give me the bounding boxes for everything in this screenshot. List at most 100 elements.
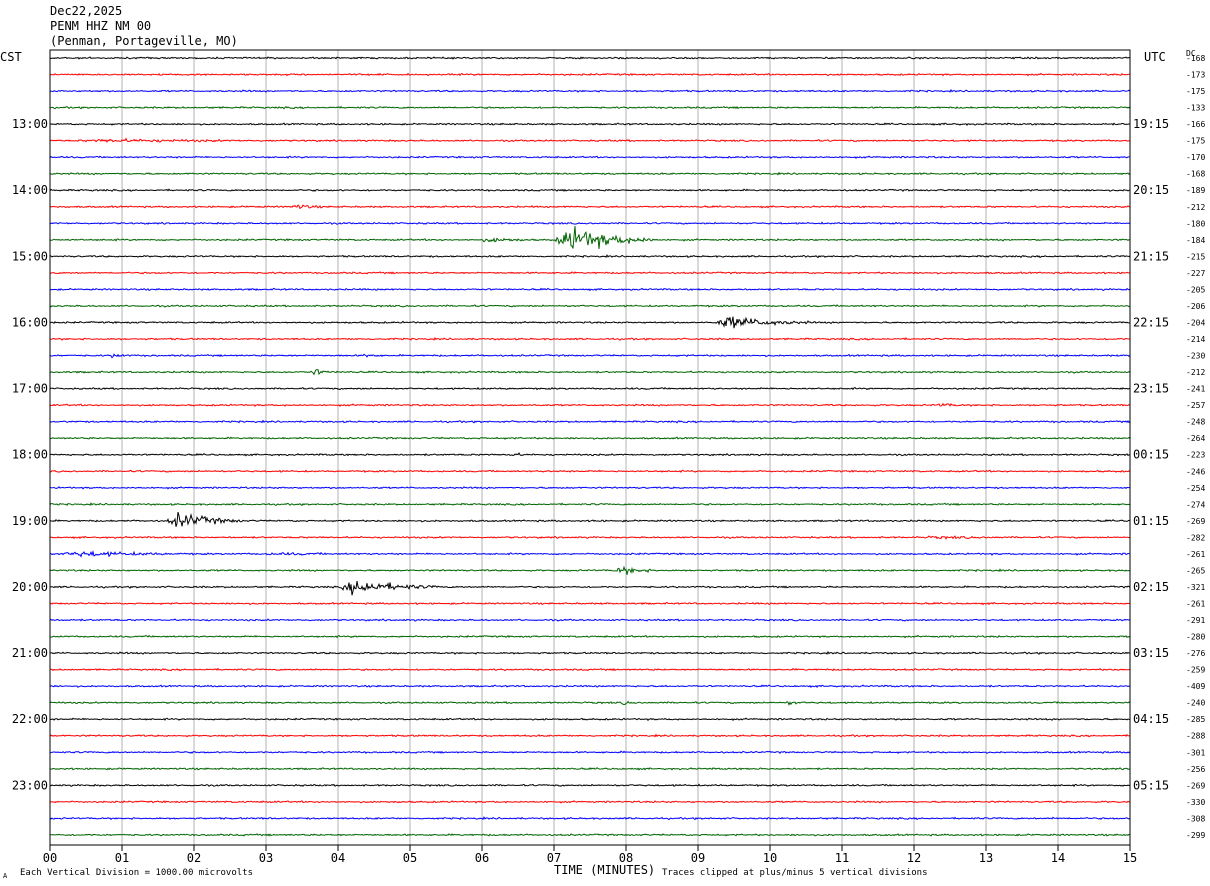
seismic-trace-18	[49, 336, 1131, 341]
seismic-trace-46	[49, 800, 1131, 804]
dc-offset-label: -288	[1186, 732, 1205, 741]
seismic-trace-27	[49, 486, 1131, 490]
seismic-trace-10	[49, 204, 1131, 210]
left-hour-label-16:00: 16:00	[12, 315, 48, 329]
dc-offset-label: -206	[1186, 302, 1205, 311]
left-hour-label-17:00: 17:00	[12, 382, 48, 396]
seismic-trace-28	[49, 502, 1130, 507]
seismic-trace-4	[49, 105, 1131, 110]
seismic-trace-43	[49, 750, 1131, 754]
dc-offset-label: -259	[1186, 666, 1205, 675]
seismic-trace-8	[49, 171, 1131, 176]
dc-offset-header: DC	[1186, 49, 1196, 58]
seismic-trace-11	[49, 221, 1131, 225]
seismic-traces	[49, 56, 1131, 837]
seismic-trace-42	[49, 733, 1131, 738]
dc-offset-label: -299	[1186, 831, 1205, 840]
x-tick-label-13: 13	[979, 851, 993, 865]
seismic-trace-5	[49, 122, 1131, 127]
seismic-trace-40	[49, 700, 1131, 706]
seismic-trace-29	[49, 511, 1131, 527]
left-hour-label-14:00: 14:00	[12, 183, 48, 197]
seismic-trace-19	[49, 353, 1131, 359]
x-tick-label-09: 09	[691, 851, 705, 865]
dc-offset-label: -230	[1186, 352, 1205, 361]
seismic-trace-39	[49, 684, 1131, 689]
right-hour-label-22:15: 22:15	[1133, 315, 1169, 329]
right-hour-label-20:15: 20:15	[1133, 183, 1169, 197]
seismic-trace-9	[49, 188, 1131, 193]
x-tick-label-07: 07	[547, 851, 561, 865]
seismic-trace-13	[49, 254, 1131, 259]
seismic-trace-32	[49, 565, 1131, 575]
seismic-trace-47	[49, 816, 1131, 821]
x-tick-label-08: 08	[619, 851, 633, 865]
dc-offset-label: -282	[1186, 533, 1205, 542]
dc-offset-label: -308	[1186, 814, 1205, 823]
x-tick-label-00: 00	[43, 851, 57, 865]
x-tick-label-12: 12	[907, 851, 921, 865]
dc-offset-label: -291	[1186, 616, 1205, 625]
seismic-trace-3	[49, 88, 1131, 93]
plot-border	[49, 49, 1131, 846]
seismic-trace-17	[49, 316, 1131, 329]
left-hour-label-23:00: 23:00	[12, 778, 48, 792]
clip-note: Traces clipped at plus/minus 5 vertical …	[662, 868, 928, 878]
dc-offset-label: -321	[1186, 583, 1205, 592]
dc-offset-label: -264	[1186, 434, 1205, 443]
dc-offset-label: -261	[1186, 550, 1205, 559]
dc-offset-label: -212	[1186, 368, 1205, 377]
dc-offset-label: -180	[1186, 219, 1205, 228]
dc-offset-label: -168	[1186, 54, 1205, 63]
left-hour-label-20:00: 20:00	[12, 580, 48, 594]
dc-offset-label: -166	[1186, 120, 1205, 129]
plot-frame	[49, 49, 1131, 851]
dc-offset-label: -280	[1186, 633, 1205, 642]
seismic-trace-33	[49, 581, 1131, 596]
dc-offset-label: -170	[1186, 153, 1205, 162]
seismic-trace-34	[50, 601, 1130, 606]
dc-offset-label: -214	[1186, 335, 1205, 344]
seismic-trace-48	[49, 833, 1131, 837]
left-hour-label-15:00: 15:00	[12, 249, 48, 263]
dc-offset-label: -301	[1186, 748, 1205, 757]
seismic-trace-22	[49, 402, 1130, 408]
left-hour-label-22:00: 22:00	[12, 712, 48, 726]
seismic-trace-31	[49, 549, 1131, 558]
right-hour-label-01:15: 01:15	[1133, 514, 1169, 528]
right-hour-label-21:15: 21:15	[1133, 249, 1169, 263]
dc-offset-label: -246	[1186, 467, 1205, 476]
x-tick-label-01: 01	[115, 851, 129, 865]
dc-offset-label: -168	[1186, 170, 1205, 179]
seismic-trace-16	[49, 304, 1131, 308]
x-axis-title: TIME (MINUTES)	[554, 863, 656, 877]
right-hour-label-04:15: 04:15	[1133, 712, 1169, 726]
station-location: (Penman, Portageville, MO)	[50, 34, 238, 48]
dc-offset-label: -269	[1186, 517, 1205, 526]
seismic-trace-2	[49, 72, 1131, 77]
dc-offset-label: -215	[1186, 252, 1205, 261]
dc-offset-label: -330	[1186, 798, 1205, 807]
corner-mark: A	[3, 872, 8, 880]
left-hour-label-13:00: 13:00	[12, 117, 48, 131]
dc-offset-label: -223	[1186, 451, 1205, 460]
dc-offset-label: -241	[1186, 385, 1205, 394]
dc-offset-label: -285	[1186, 715, 1205, 724]
dc-offset-label: -409	[1186, 682, 1205, 691]
dc-offset-label: -184	[1186, 236, 1205, 245]
right-hour-label-00:15: 00:15	[1133, 448, 1169, 462]
dc-offset-label: -257	[1186, 401, 1205, 410]
axis-labels: 00 01 02 03 04 05 06 07 08 09 10 11 12 13 14 15 13:00 14:…	[12, 54, 1206, 865]
dc-offset-label: -173	[1186, 71, 1205, 80]
x-tick-label-02: 02	[187, 851, 201, 865]
grid-lines	[49, 50, 1131, 845]
x-tick-label-14: 14	[1051, 851, 1065, 865]
dc-offset-label: -261	[1186, 599, 1205, 608]
seismic-trace-41	[49, 717, 1131, 722]
x-tick-label-15: 15	[1123, 851, 1137, 865]
dc-offset-label: -265	[1186, 566, 1205, 575]
seismic-trace-15	[49, 287, 1131, 292]
seismic-trace-26	[49, 469, 1131, 473]
seismic-trace-14	[49, 271, 1131, 275]
record-date: Dec22,2025	[50, 4, 123, 18]
